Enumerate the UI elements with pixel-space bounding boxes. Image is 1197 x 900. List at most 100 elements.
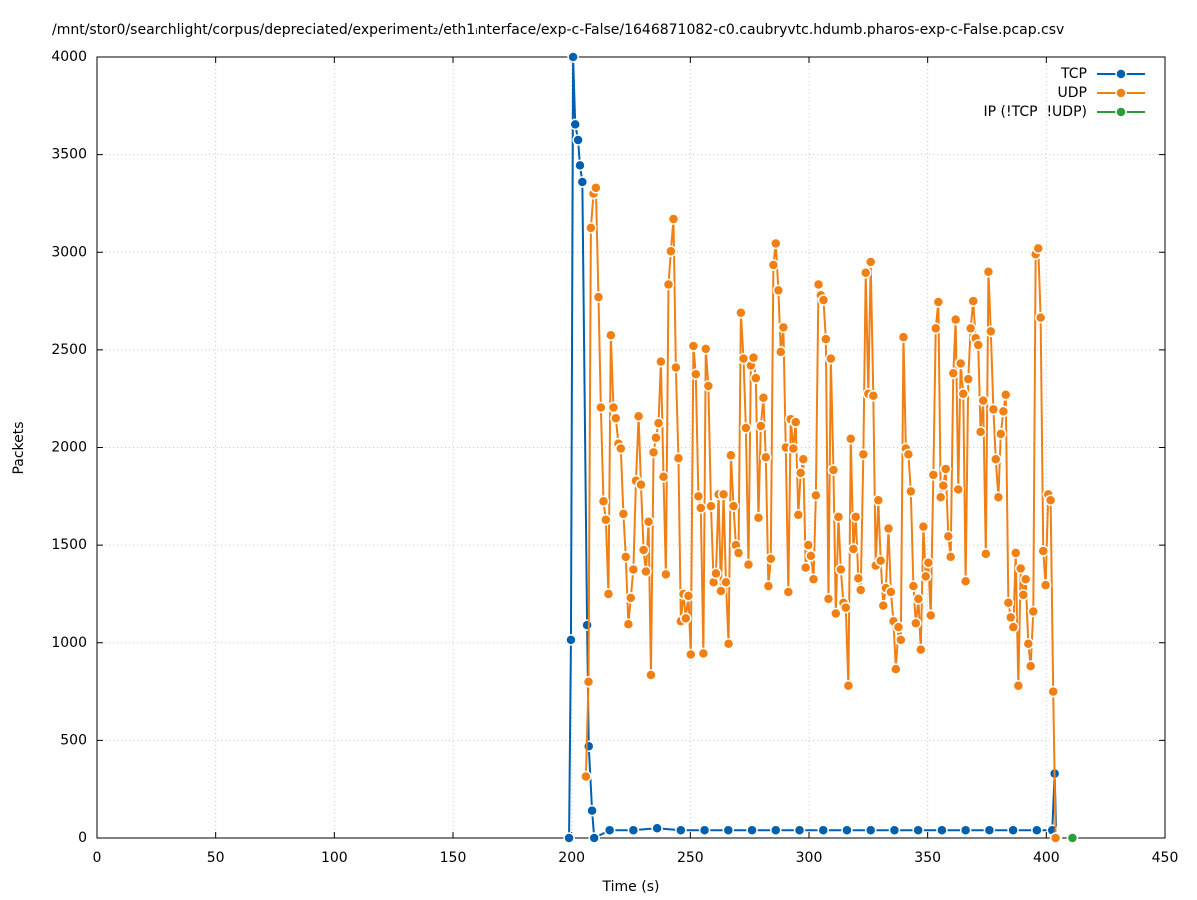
data-point xyxy=(972,339,984,351)
data-point xyxy=(995,428,1007,440)
data-point xyxy=(892,621,905,633)
data-point xyxy=(572,134,584,146)
data-point xyxy=(947,367,960,380)
data-point xyxy=(567,51,579,63)
data-point xyxy=(746,824,758,836)
data-point xyxy=(722,637,735,650)
data-point xyxy=(841,824,853,836)
data-point xyxy=(797,453,810,465)
x-tick-label: 250 xyxy=(677,850,704,866)
data-point xyxy=(576,176,589,188)
data-point xyxy=(825,352,837,365)
data-point xyxy=(622,618,635,630)
data-point xyxy=(932,296,945,308)
y-tick-label: 2500 xyxy=(51,342,87,358)
data-point xyxy=(902,448,915,461)
data-point xyxy=(667,213,680,225)
x-tick-label: 200 xyxy=(558,850,585,866)
data-point xyxy=(597,495,610,507)
data-point xyxy=(1004,611,1017,624)
data-point xyxy=(874,554,887,567)
data-point xyxy=(922,556,935,569)
data-point xyxy=(920,570,932,583)
data-point xyxy=(820,333,832,345)
data-point xyxy=(787,442,800,455)
data-point xyxy=(662,278,675,291)
data-point xyxy=(1012,679,1025,692)
data-point xyxy=(859,267,872,279)
data-point xyxy=(685,648,697,661)
data-point xyxy=(651,822,663,834)
data-point xyxy=(725,449,737,462)
data-point xyxy=(907,580,920,592)
data-point xyxy=(710,567,722,580)
data-point xyxy=(842,679,855,692)
data-point xyxy=(910,617,922,629)
data-point xyxy=(770,824,782,836)
data-point xyxy=(617,508,630,520)
data-point xyxy=(949,313,962,326)
data-point xyxy=(1032,242,1045,255)
data-point xyxy=(583,740,595,752)
data-point xyxy=(765,553,777,565)
data-point xyxy=(698,824,711,836)
data-point xyxy=(835,563,847,576)
data-point xyxy=(715,585,727,597)
data-point xyxy=(640,565,652,578)
data-point xyxy=(692,490,705,503)
data-point xyxy=(762,580,775,592)
legend-marker xyxy=(1115,87,1127,99)
data-point xyxy=(974,426,987,438)
data-point xyxy=(752,512,765,524)
data-point xyxy=(944,551,957,563)
data-point xyxy=(802,539,815,551)
data-point xyxy=(732,547,745,559)
data-point xyxy=(672,452,685,464)
data-point xyxy=(615,442,627,455)
data-point xyxy=(1007,824,1019,836)
data-point xyxy=(627,824,640,836)
data-point xyxy=(1007,621,1020,633)
data-point xyxy=(695,502,707,514)
data-point xyxy=(867,390,880,402)
data-point xyxy=(929,322,942,335)
data-point xyxy=(812,278,825,291)
data-point xyxy=(620,551,632,563)
data-point xyxy=(1044,494,1057,506)
data-point xyxy=(967,295,979,307)
data-point xyxy=(939,463,952,475)
data-point xyxy=(705,500,717,512)
data-point xyxy=(702,380,715,392)
data-point xyxy=(854,584,867,596)
data-point xyxy=(999,389,1012,401)
legend-marker xyxy=(1115,106,1127,118)
data-point xyxy=(1047,685,1059,698)
data-point xyxy=(905,485,917,498)
data-point xyxy=(805,550,817,562)
data-point xyxy=(1031,824,1043,836)
data-point xyxy=(954,357,967,370)
data-point xyxy=(983,824,996,836)
data-point xyxy=(687,340,700,352)
data-point xyxy=(990,453,1002,465)
data-point xyxy=(717,488,730,501)
x-axis-label: Time (s) xyxy=(602,879,660,895)
data-point xyxy=(607,401,620,414)
data-point xyxy=(581,619,593,631)
data-point xyxy=(925,609,937,622)
data-point xyxy=(915,643,927,656)
x-tick-label: 350 xyxy=(914,850,941,866)
data-point xyxy=(789,416,802,428)
data-point xyxy=(697,647,710,660)
data-point xyxy=(992,491,1005,504)
data-point xyxy=(890,663,902,675)
legend-label: IP (!TCP !UDP) xyxy=(984,104,1088,120)
y-tick-label: 3000 xyxy=(51,244,87,260)
x-tick-label: 50 xyxy=(207,850,225,866)
data-point xyxy=(952,483,965,496)
legend-label: TCP xyxy=(1060,66,1087,82)
data-point xyxy=(625,592,637,604)
data-point xyxy=(1039,579,1052,591)
data-point xyxy=(794,467,807,479)
data-point xyxy=(652,417,665,429)
